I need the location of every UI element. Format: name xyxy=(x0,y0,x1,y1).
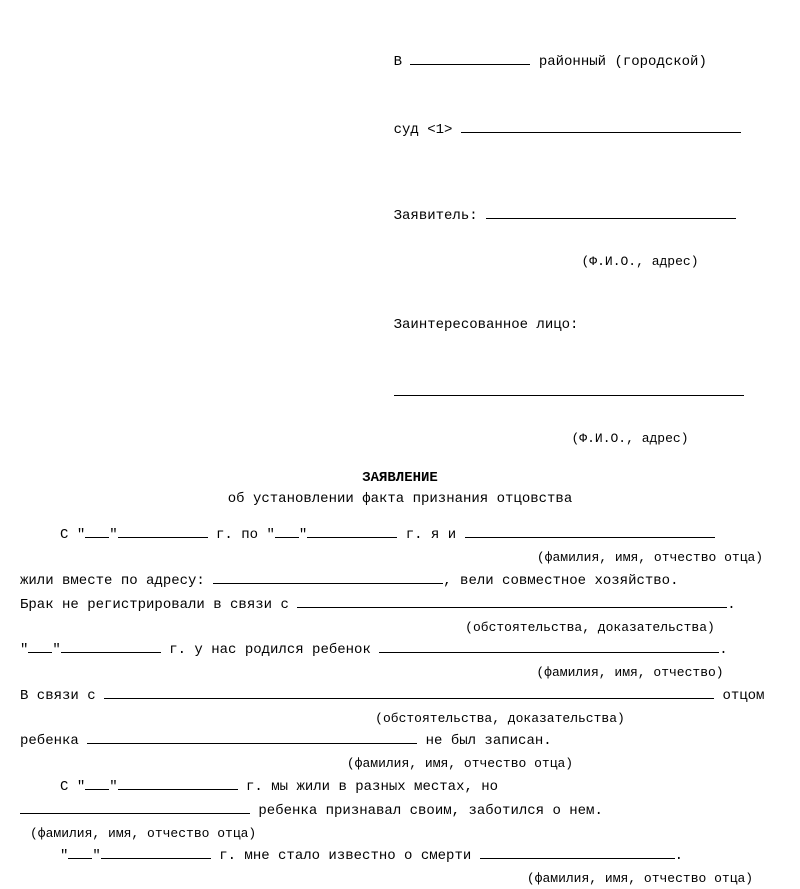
header-block: В районный (городской) суд <1> Заявитель… xyxy=(360,30,780,448)
spacer-1 xyxy=(360,166,780,180)
father-fio-sublabel-1: (фамилия, имя, отчество отца) xyxy=(20,548,780,568)
day-blank-4[interactable] xyxy=(85,776,109,790)
not-recorded: не был записан. xyxy=(426,733,552,749)
interested-sublabel: (Ф.И.О., адрес) xyxy=(360,429,780,449)
court-type: районный (городской) xyxy=(539,54,707,70)
court-prefix: В xyxy=(394,54,402,70)
father-suffix: отцом xyxy=(722,688,764,704)
line-address: жили вместе по адресу: , вели совместное… xyxy=(20,570,780,592)
spacer-2 xyxy=(360,276,780,290)
joint-household: , вели совместное хозяйство. xyxy=(443,573,678,589)
court-blank-2[interactable] xyxy=(461,119,741,133)
in-connection: В связи с xyxy=(20,688,96,704)
lived-together: жили вместе по адресу: xyxy=(20,573,205,589)
line-marriage: Брак не регистрировали в связи с . xyxy=(20,594,780,616)
day-blank-1[interactable] xyxy=(85,524,109,538)
line-recognized: ребенка признавал своим, заботился о нем… xyxy=(20,800,780,822)
month-blank-3[interactable] xyxy=(61,639,161,653)
lived-apart: г. мы жили в разных местах, но xyxy=(246,779,498,795)
father-name-blank-2[interactable] xyxy=(87,730,417,744)
line-in-connection: В связи с отцом xyxy=(20,685,780,707)
connection-reason-blank[interactable] xyxy=(104,685,714,699)
court-blank-1[interactable] xyxy=(410,51,530,65)
recognized-child: ребенка признавал своим, заботился о нем… xyxy=(258,803,602,819)
circumstances-sublabel-2: (обстоятельства, доказательства) xyxy=(20,709,780,729)
month-blank-5[interactable] xyxy=(101,845,211,859)
month-blank-1[interactable] xyxy=(118,524,208,538)
father-fio-sublabel-2: (фамилия, имя, отчество отца) xyxy=(20,754,780,774)
applicant-sublabel: (Ф.И.О., адрес) xyxy=(360,252,780,272)
day-blank-3[interactable] xyxy=(28,639,52,653)
father-name-blank-1[interactable] xyxy=(465,524,715,538)
interested-label: Заинтересованное лицо: xyxy=(394,317,579,333)
child-word: ребенка xyxy=(20,733,79,749)
court-line2-text: суд <1> xyxy=(394,122,453,138)
child-born: г. у нас родился ребенок xyxy=(169,642,371,658)
interested-blank[interactable] xyxy=(394,382,744,396)
line-date-range: С "" г. по "" г. я и xyxy=(20,524,780,546)
father-fio-sublabel-3: (фамилия, имя, отчество отца) xyxy=(20,824,780,844)
father-name-blank-3[interactable] xyxy=(20,800,250,814)
court-line-1: В районный (городской) xyxy=(360,30,780,94)
line-not-recorded: ребенка не был записан. xyxy=(20,730,780,752)
day-blank-2[interactable] xyxy=(275,524,299,538)
death-known: г. мне стало известно о смерти xyxy=(219,848,471,864)
interested-line: Заинтересованное лицо: xyxy=(360,294,780,357)
title-sub: об установлении факта признания отцовств… xyxy=(20,489,780,510)
title-block: ЗАЯВЛЕНИЕ об установлении факта признани… xyxy=(20,468,780,510)
line-child-born: "" г. у нас родился ребенок . xyxy=(20,639,780,661)
marriage-not-reg: Брак не регистрировали в связи с xyxy=(20,597,289,613)
deceased-name-blank[interactable] xyxy=(480,845,675,859)
applicant-label: Заявитель: xyxy=(394,208,478,224)
father-fio-sublabel-4: (фамилия, имя, отчество отца) xyxy=(20,869,780,889)
marriage-reason-blank[interactable] xyxy=(297,594,727,608)
address-blank[interactable] xyxy=(213,570,443,584)
circumstances-sublabel-1: (обстоятельства, доказательства) xyxy=(20,618,780,638)
fio-sublabel: (фамилия, имя, отчество) xyxy=(20,663,780,683)
court-line-2: суд <1> xyxy=(360,98,780,162)
interested-blank-line xyxy=(360,361,780,425)
body-block: С "" г. по "" г. я и (фамилия, имя, отче… xyxy=(20,524,780,889)
applicant-line: Заявитель: xyxy=(360,184,780,248)
month-blank-4[interactable] xyxy=(118,776,238,790)
month-blank-2[interactable] xyxy=(307,524,397,538)
day-blank-5[interactable] xyxy=(68,845,92,859)
title-main: ЗАЯВЛЕНИЕ xyxy=(20,468,780,489)
applicant-blank[interactable] xyxy=(486,205,736,219)
line-death: "" г. мне стало известно о смерти . xyxy=(20,845,780,867)
s-prefix: С xyxy=(60,527,68,543)
line-lived-apart: С "" г. мы жили в разных местах, но xyxy=(20,776,780,798)
child-name-blank[interactable] xyxy=(379,639,719,653)
